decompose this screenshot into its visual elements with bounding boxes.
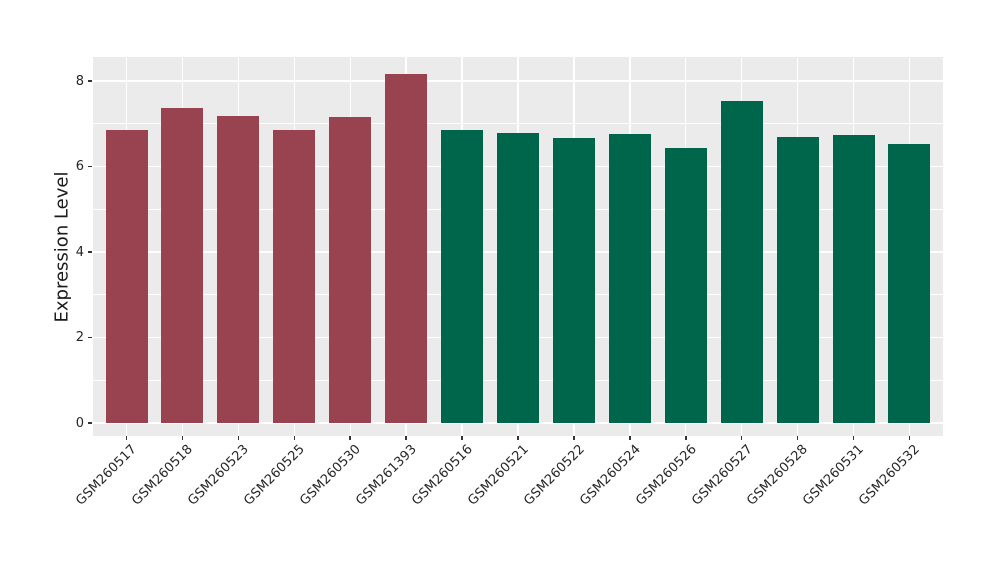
bar <box>441 130 484 423</box>
x-axis-tick <box>796 436 799 440</box>
x-axis-tick <box>237 436 240 440</box>
x-axis-tick <box>125 436 128 440</box>
bar <box>273 130 316 423</box>
x-axis-tick <box>405 436 407 440</box>
bar <box>888 144 931 423</box>
y-tick-label: 4 <box>75 244 84 260</box>
bar <box>161 107 204 423</box>
bar <box>832 134 875 423</box>
x-axis-tick <box>852 436 855 440</box>
plot-panel <box>93 57 943 436</box>
x-axis-tick <box>461 436 463 440</box>
bar <box>720 101 763 423</box>
bar <box>552 137 595 423</box>
bar <box>217 116 260 423</box>
x-axis-tick <box>181 436 184 440</box>
x-axis-tick <box>293 436 296 440</box>
y-axis-tick <box>88 251 92 253</box>
y-tick-label: 6 <box>75 159 84 174</box>
x-axis-tick <box>629 436 631 440</box>
y-axis-tick <box>88 422 92 424</box>
bar <box>385 73 428 423</box>
x-axis-tick <box>740 436 743 440</box>
y-axis-tick <box>88 165 92 168</box>
x-axis-tick <box>517 436 519 440</box>
bar <box>497 133 539 423</box>
y-axis-tick <box>88 80 92 82</box>
bar <box>664 148 707 423</box>
bar <box>329 116 372 423</box>
y-tick-label: 8 <box>75 73 84 89</box>
y-tick-label: 0 <box>75 415 84 431</box>
x-axis-tick <box>908 436 911 440</box>
x-axis-tick <box>349 436 352 440</box>
bar <box>776 136 819 423</box>
bar <box>608 134 651 423</box>
y-axis-tick <box>88 336 92 339</box>
y-tick-label: 2 <box>75 330 84 345</box>
x-axis-tick <box>573 436 575 440</box>
bar <box>105 130 148 423</box>
x-axis-tick <box>684 436 687 440</box>
